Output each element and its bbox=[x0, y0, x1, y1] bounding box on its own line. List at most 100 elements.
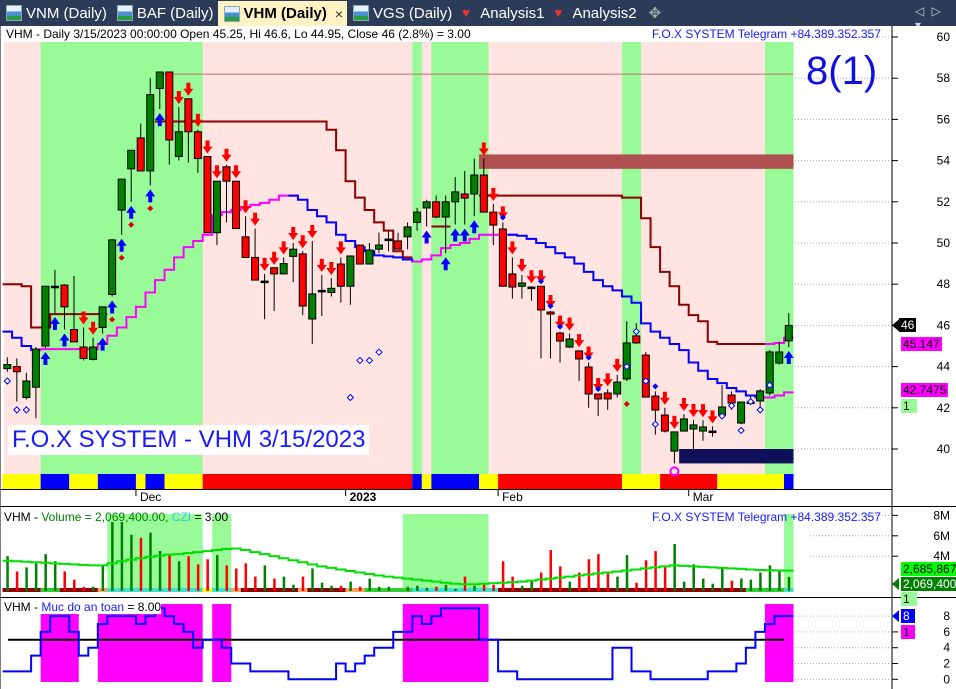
candle-body bbox=[698, 426, 707, 432]
tab-vhm-daily[interactable]: VHM (Daily) × bbox=[217, 1, 348, 26]
candle-body bbox=[327, 287, 336, 293]
new-tab-icon[interactable]: ✥ bbox=[648, 5, 662, 22]
candle-body bbox=[422, 201, 431, 209]
sell-arrow-icon bbox=[335, 241, 346, 255]
volume-bar bbox=[73, 579, 76, 591]
tab-analysis2[interactable]: ♥ Analysis2 bbox=[548, 2, 640, 24]
volume-bar bbox=[578, 572, 581, 591]
volume-ma-badge: 2,685,867 bbox=[901, 562, 956, 576]
candle bbox=[441, 195, 450, 254]
volume-bar bbox=[635, 582, 638, 591]
volume-bar bbox=[616, 576, 619, 591]
volume-bar bbox=[492, 584, 495, 591]
tab-label: VGS (Daily) bbox=[373, 4, 453, 22]
candle-body bbox=[756, 390, 765, 402]
signal-bar-segment bbox=[621, 474, 661, 489]
volume-strip-segment bbox=[107, 588, 203, 592]
candle-body bbox=[613, 381, 622, 395]
candle bbox=[270, 267, 279, 311]
volume-bar bbox=[111, 522, 114, 591]
open-diamond-marker bbox=[746, 397, 755, 406]
volume-bar bbox=[244, 563, 248, 591]
buy-arrow-icon bbox=[145, 189, 156, 203]
buy-arrow-icon bbox=[469, 220, 480, 234]
candle bbox=[146, 78, 155, 186]
candle bbox=[365, 243, 374, 265]
tab-vnm-daily[interactable]: VNM (Daily) bbox=[0, 2, 111, 24]
volume-strip-segment bbox=[240, 588, 298, 592]
open-diamond-marker bbox=[765, 381, 774, 389]
open-diamond-marker bbox=[365, 356, 374, 365]
candle bbox=[784, 313, 793, 348]
sell-arrow-icon bbox=[593, 377, 604, 391]
volume-bar bbox=[454, 588, 457, 591]
candle-body bbox=[317, 289, 326, 293]
volume-bar bbox=[749, 579, 753, 591]
volume-bar bbox=[721, 567, 724, 591]
czi-label: CZI bbox=[171, 510, 192, 524]
sell-arrow-icon bbox=[659, 391, 670, 405]
candle-body bbox=[336, 263, 345, 287]
candle-body bbox=[632, 335, 641, 344]
lower-trailing-line bbox=[31, 194, 298, 352]
sell-arrow-icon bbox=[678, 397, 689, 411]
volume-bar bbox=[339, 585, 343, 591]
lower-trailing-line bbox=[412, 233, 518, 263]
tab-baf-daily[interactable]: BAF (Daily) bbox=[111, 2, 218, 24]
candle bbox=[308, 240, 317, 344]
signal-bar-segment bbox=[660, 474, 718, 489]
signal-bar-segment bbox=[783, 474, 794, 489]
candle bbox=[98, 306, 107, 334]
candle bbox=[374, 232, 383, 254]
open-diamond-marker bbox=[632, 327, 640, 336]
candle-body bbox=[536, 285, 545, 311]
volume-bar bbox=[778, 569, 781, 591]
sell-arrow-icon bbox=[211, 165, 222, 179]
blue-dot-marker bbox=[547, 302, 554, 309]
tab-scroll-arrows-icon[interactable]: ◁ ▷ ▾ bbox=[915, 4, 943, 32]
candle-body bbox=[89, 346, 98, 360]
candle bbox=[3, 357, 12, 372]
candle-body bbox=[689, 424, 698, 430]
candle bbox=[413, 207, 422, 231]
volume-strip-segment bbox=[345, 588, 365, 592]
volume-bar bbox=[663, 567, 667, 591]
close-tab-icon[interactable]: × bbox=[334, 5, 344, 22]
date-label: Dec bbox=[140, 490, 161, 504]
safety-value: = 8.00 bbox=[124, 600, 162, 614]
price-green-zone bbox=[412, 42, 422, 474]
candle-body bbox=[251, 256, 260, 281]
candle bbox=[403, 222, 412, 250]
signal-bar-segment bbox=[717, 474, 784, 489]
volume-bar bbox=[501, 561, 505, 591]
tab-bar: VNM (Daily) BAF (Daily) VHM (Daily) × VGS (D… bbox=[0, 0, 956, 32]
buy-arrow-icon bbox=[97, 337, 108, 351]
candle-body bbox=[556, 332, 565, 342]
volume-bar bbox=[101, 565, 105, 591]
safety-name: Muc do an toan bbox=[41, 600, 125, 614]
supply-zone bbox=[479, 154, 794, 169]
candle-body bbox=[308, 293, 317, 320]
sell-arrow-icon bbox=[183, 82, 194, 96]
red-dot-marker bbox=[109, 316, 116, 323]
candle bbox=[193, 129, 202, 173]
candle-body bbox=[117, 178, 126, 211]
candle bbox=[584, 362, 593, 408]
tab-analysis1[interactable]: ♥ Analysis1 bbox=[456, 2, 548, 24]
candle bbox=[327, 278, 336, 297]
volume-tick-label: 6M bbox=[933, 529, 950, 543]
buy-arrow-icon bbox=[459, 228, 470, 242]
tab-vgs-daily[interactable]: VGS (Daily) bbox=[347, 2, 456, 24]
candle bbox=[174, 107, 183, 161]
sell-arrow-icon bbox=[574, 334, 585, 348]
candle bbox=[508, 257, 517, 299]
open-diamond-marker bbox=[756, 406, 764, 414]
candle-body bbox=[3, 364, 12, 370]
candle bbox=[136, 123, 145, 172]
sell-arrow-icon bbox=[507, 241, 518, 255]
candle-body bbox=[679, 418, 688, 432]
buy-arrow-icon bbox=[783, 351, 794, 365]
safety-pane-header: VHM - Muc do an toan = 8.00 bbox=[4, 600, 162, 614]
volume-green-zone bbox=[212, 514, 232, 592]
